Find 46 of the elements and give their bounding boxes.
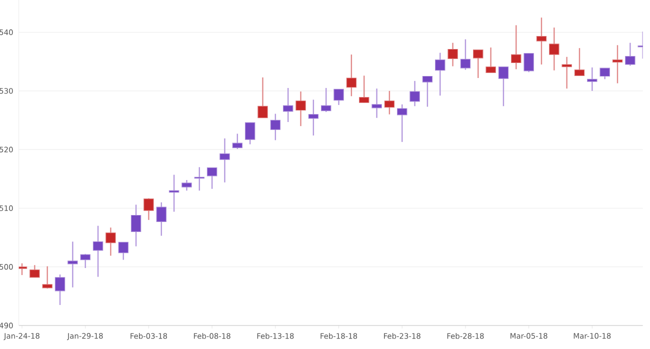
candlestick bbox=[30, 264, 40, 278]
candlestick bbox=[486, 46, 496, 74]
candlestick bbox=[244, 122, 256, 145]
candlestick bbox=[308, 99, 319, 136]
candlestick bbox=[562, 56, 572, 90]
candlestick bbox=[536, 16, 547, 66]
candlestick bbox=[460, 38, 471, 70]
candlestick bbox=[600, 67, 610, 80]
candlestick bbox=[106, 226, 116, 256]
candlestick bbox=[42, 266, 52, 290]
candlestick bbox=[473, 49, 484, 79]
candlestick bbox=[270, 113, 281, 141]
candlestick bbox=[54, 274, 66, 306]
candlestick bbox=[296, 90, 306, 127]
candlestick bbox=[156, 202, 166, 236]
candlestick bbox=[448, 42, 458, 67]
candlestick bbox=[574, 47, 585, 76]
candlestick bbox=[206, 167, 218, 190]
candlestick bbox=[220, 138, 230, 183]
candlestick bbox=[346, 54, 357, 97]
candlestick bbox=[410, 80, 420, 107]
candlestick bbox=[92, 225, 104, 278]
candlestick bbox=[524, 52, 534, 73]
candlestick bbox=[498, 66, 509, 107]
candlestick bbox=[422, 76, 433, 108]
candlestick bbox=[358, 75, 370, 104]
candlestick bbox=[549, 26, 560, 71]
candlestick bbox=[384, 90, 395, 115]
candlestick bbox=[625, 42, 636, 66]
candlestick bbox=[130, 204, 142, 247]
candlestick bbox=[182, 179, 192, 192]
candlestick bbox=[612, 44, 623, 84]
candlestick bbox=[396, 104, 408, 143]
candlestick bbox=[144, 198, 154, 221]
candlestick bbox=[68, 241, 78, 288]
candlestick bbox=[587, 66, 598, 92]
candlestick bbox=[435, 52, 446, 96]
candlestick bbox=[334, 88, 344, 106]
candlestick bbox=[511, 24, 522, 70]
candlestick bbox=[282, 87, 294, 123]
candlestick bbox=[258, 76, 268, 118]
candlestick bbox=[320, 87, 332, 113]
candlestick bbox=[232, 133, 243, 150]
candlestick bbox=[80, 253, 90, 269]
candlestick bbox=[372, 88, 382, 118]
candlestick bbox=[118, 242, 128, 260]
